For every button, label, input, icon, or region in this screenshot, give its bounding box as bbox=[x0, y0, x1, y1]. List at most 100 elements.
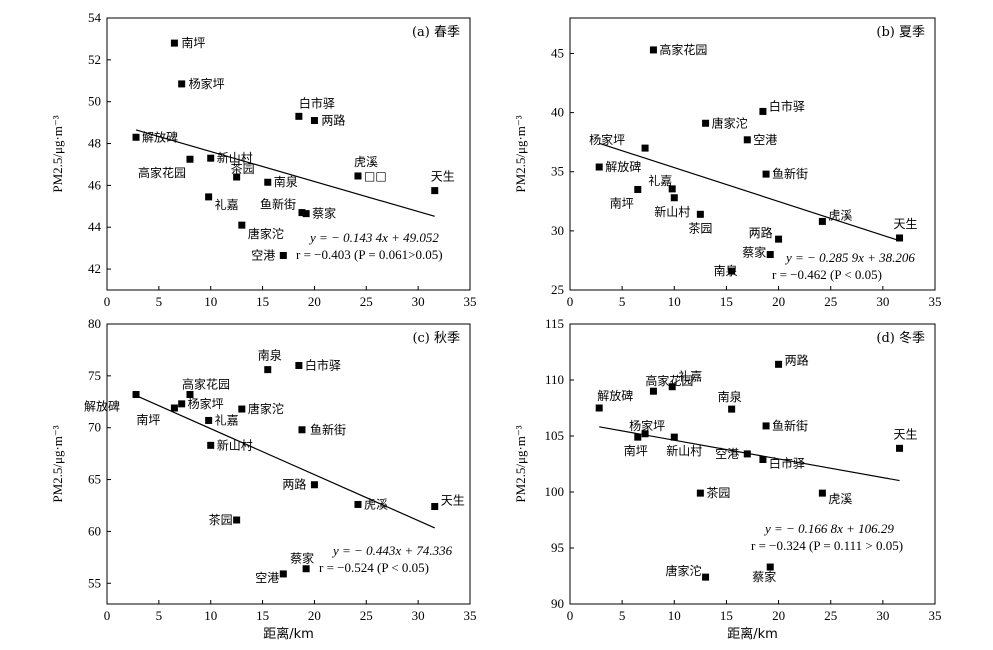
point-label: 南坪 bbox=[610, 195, 634, 210]
data-point bbox=[818, 489, 826, 497]
data-point bbox=[431, 187, 439, 195]
point-label: 虎溪 bbox=[364, 497, 388, 511]
panel-label: (d) 冬季 bbox=[876, 330, 925, 346]
point-label: 南泉 bbox=[718, 389, 742, 404]
point-label: 礼嘉 bbox=[215, 197, 239, 212]
data-point bbox=[298, 426, 306, 434]
point-label: 空港 bbox=[251, 248, 275, 262]
data-point bbox=[310, 117, 318, 125]
x-tick-label: 25 bbox=[360, 294, 373, 309]
point-label: □□ bbox=[364, 169, 387, 183]
data-point bbox=[298, 209, 306, 217]
y-tick-label: 54 bbox=[88, 10, 102, 25]
data-point bbox=[238, 221, 246, 229]
data-point bbox=[634, 185, 642, 193]
point-label: 空港 bbox=[753, 133, 777, 147]
y-tick-label: 110 bbox=[545, 372, 564, 387]
data-point bbox=[205, 416, 213, 424]
data-point bbox=[728, 405, 736, 413]
y-axis-label: PM2.5/μg·m⁻³ bbox=[513, 115, 528, 192]
point-label: 空港 bbox=[715, 447, 739, 461]
x-tick-label: 15 bbox=[256, 294, 269, 309]
x-tick-label: 0 bbox=[567, 608, 574, 623]
data-point bbox=[295, 361, 303, 369]
data-point bbox=[186, 155, 194, 163]
point-label: 两路 bbox=[321, 113, 345, 128]
point-label: 天生 bbox=[894, 427, 918, 441]
y-tick-label: 35 bbox=[551, 164, 564, 179]
point-label: 白市驿 bbox=[769, 456, 805, 471]
data-point bbox=[264, 178, 272, 186]
point-label: 茶园 bbox=[209, 512, 233, 527]
y-tick-label: 90 bbox=[551, 596, 564, 611]
y-tick-label: 100 bbox=[545, 484, 565, 499]
x-axis-label: 距离/km bbox=[727, 626, 778, 642]
x-tick-label: 5 bbox=[156, 608, 163, 623]
point-label: 杨家坪 bbox=[629, 418, 665, 433]
y-axis-label: PM2.5/μg·m⁻³ bbox=[50, 425, 65, 502]
data-point bbox=[279, 570, 287, 578]
data-point bbox=[702, 573, 710, 581]
point-label: 两路 bbox=[749, 225, 773, 240]
point-label: 新山村 bbox=[654, 204, 690, 219]
y-tick-label: 50 bbox=[88, 94, 101, 109]
x-tick-label: 0 bbox=[567, 294, 574, 309]
data-point bbox=[170, 404, 178, 412]
point-label: 高家花园 bbox=[138, 165, 186, 180]
regression-stats: r = −0.462 (P < 0.05) bbox=[772, 267, 882, 282]
data-point bbox=[279, 251, 287, 259]
point-label: 南坪 bbox=[136, 412, 160, 427]
data-point bbox=[818, 217, 826, 225]
data-point bbox=[132, 133, 140, 141]
point-label: 新山村 bbox=[666, 443, 702, 458]
x-tick-label: 25 bbox=[824, 608, 837, 623]
y-tick-label: 40 bbox=[551, 105, 564, 120]
data-point bbox=[302, 565, 310, 573]
point-label: 新山村 bbox=[217, 150, 253, 165]
y-tick-label: 42 bbox=[88, 261, 101, 276]
data-point bbox=[178, 400, 186, 408]
x-tick-label: 0 bbox=[104, 608, 111, 623]
point-label: 杨家坪 bbox=[589, 132, 625, 147]
point-label: 唐家沱 bbox=[248, 401, 284, 416]
point-label: 鱼新街 bbox=[310, 422, 346, 437]
data-point bbox=[668, 185, 676, 193]
x-tick-label: 10 bbox=[204, 294, 217, 309]
x-tick-label: 35 bbox=[929, 608, 942, 623]
point-label: 解放碑 bbox=[605, 159, 641, 174]
point-label: 高家花园 bbox=[659, 42, 707, 57]
point-label: 礼嘉 bbox=[215, 412, 239, 427]
x-tick-label: 30 bbox=[876, 294, 889, 309]
point-label: 解放碑 bbox=[597, 388, 633, 403]
regression-line bbox=[135, 395, 435, 529]
x-tick-label: 30 bbox=[412, 294, 425, 309]
y-tick-label: 60 bbox=[88, 523, 101, 538]
point-label: 唐家沱 bbox=[712, 115, 748, 130]
data-point bbox=[634, 433, 642, 441]
x-tick-label: 30 bbox=[876, 608, 889, 623]
data-point bbox=[728, 267, 736, 275]
y-tick-label: 25 bbox=[551, 282, 564, 297]
data-point bbox=[668, 383, 676, 391]
regression-equation: y = − 0.443x + 74.336 bbox=[331, 543, 453, 558]
data-point bbox=[775, 235, 783, 243]
data-point bbox=[896, 444, 904, 452]
data-point bbox=[702, 119, 710, 127]
data-point bbox=[743, 450, 751, 458]
data-point bbox=[302, 210, 310, 218]
x-tick-label: 20 bbox=[308, 608, 321, 623]
point-label: 茶园 bbox=[688, 220, 712, 235]
point-label: 两路 bbox=[282, 477, 306, 492]
panel-label: (b) 夏季 bbox=[876, 25, 925, 40]
plot-frame bbox=[569, 17, 936, 291]
point-label: 天生 bbox=[894, 217, 918, 231]
panel-2: 0 5 10 15 20 25 30 35 25 30 35 40 45 PM2.5/μg·m⁻³ (b) … bbox=[513, 17, 942, 309]
x-tick-label: 20 bbox=[772, 294, 785, 309]
point-label: 鱼新街 bbox=[772, 418, 808, 433]
point-label: 南泉 bbox=[274, 174, 298, 189]
panel-label: (c) 秋季 bbox=[412, 331, 460, 346]
point-label: 蔡家 bbox=[312, 206, 336, 221]
data-point bbox=[178, 80, 186, 88]
x-tick-label: 5 bbox=[619, 294, 626, 309]
